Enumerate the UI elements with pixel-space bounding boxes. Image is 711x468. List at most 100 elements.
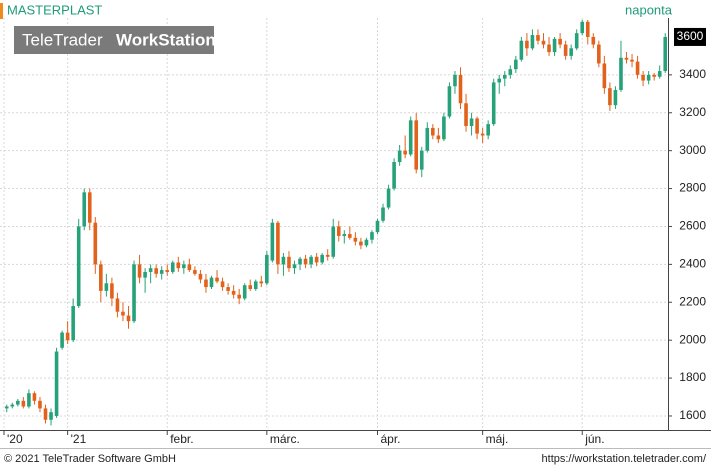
candle-body xyxy=(21,400,26,407)
candle-body xyxy=(375,220,380,233)
candle-body xyxy=(320,254,324,263)
candle-body xyxy=(154,268,158,274)
candle-body xyxy=(469,118,474,127)
candle-body xyxy=(408,120,413,155)
candle-body xyxy=(563,44,568,56)
candle-body xyxy=(265,254,269,284)
candle-body xyxy=(276,222,280,265)
candle-body xyxy=(447,86,452,117)
candle-body xyxy=(309,256,313,265)
candle-body xyxy=(148,268,153,272)
candle-body xyxy=(458,74,463,104)
candle-body xyxy=(574,33,579,49)
candle-body xyxy=(198,273,203,280)
candle-body xyxy=(436,135,441,140)
watermark-brand: TeleTrader xyxy=(22,30,103,49)
candle-body xyxy=(259,281,264,284)
x-tick-label: jún. xyxy=(584,432,604,446)
candle-body xyxy=(613,90,618,106)
candle-body xyxy=(641,74,645,81)
watermark-product: WorkStation xyxy=(116,30,216,49)
candle-body xyxy=(226,287,230,291)
candle-body xyxy=(49,412,53,420)
y-tick-label: 3400 xyxy=(679,67,706,81)
candle-body xyxy=(619,57,623,91)
candle-body xyxy=(491,82,496,125)
candle-body xyxy=(204,279,208,288)
candle-body xyxy=(287,256,291,269)
candle-body xyxy=(541,40,546,45)
candle-body xyxy=(580,21,585,34)
candle-body xyxy=(270,222,275,261)
candle-body xyxy=(281,256,286,265)
candle-body xyxy=(453,74,457,87)
candle-body xyxy=(298,258,302,265)
candle-body xyxy=(480,133,485,136)
x-tick-label: febr. xyxy=(170,432,193,446)
candle-body xyxy=(314,256,319,263)
candle-body xyxy=(442,116,446,140)
candle-body xyxy=(253,281,258,290)
candle-body xyxy=(43,408,48,420)
last-price-box xyxy=(674,27,706,46)
candle-body xyxy=(93,222,98,265)
candle-body xyxy=(497,78,502,83)
candle-body xyxy=(170,262,175,272)
candle-body xyxy=(104,283,109,291)
candle-body xyxy=(348,234,352,238)
candle-body xyxy=(126,315,131,322)
candle-body xyxy=(514,59,518,70)
candle-body xyxy=(187,264,192,271)
x-tick-label: '20 xyxy=(7,432,23,446)
candle-body xyxy=(231,290,236,295)
candle-body xyxy=(525,40,529,49)
candle-body xyxy=(486,124,490,136)
period-label: naponta xyxy=(625,2,673,17)
candle-body xyxy=(364,239,369,246)
candle-body xyxy=(392,162,396,189)
candle-body xyxy=(209,277,214,288)
candle-body xyxy=(159,270,164,274)
candle-body xyxy=(508,69,513,75)
candle-body xyxy=(624,57,629,60)
last-price-label: 3600 xyxy=(677,29,704,43)
candle-body xyxy=(403,150,407,155)
candle-body xyxy=(519,40,524,60)
candle-body xyxy=(646,74,651,81)
candle-body xyxy=(425,127,430,151)
candle-body xyxy=(242,285,247,299)
y-tick-label: 1800 xyxy=(679,370,706,384)
candle-body xyxy=(16,400,20,405)
y-tick-label: 3200 xyxy=(679,105,706,119)
candle-body xyxy=(536,35,540,41)
candle-body xyxy=(60,332,64,348)
x-tick-label: ápr. xyxy=(381,432,401,446)
candle-body xyxy=(353,237,358,242)
candle-body xyxy=(381,207,385,221)
candle-body xyxy=(359,241,363,246)
candle-body xyxy=(414,120,419,170)
candle-body xyxy=(176,262,181,269)
candle-body xyxy=(336,226,341,236)
candle-body xyxy=(182,264,186,269)
candle-body xyxy=(635,61,640,75)
candle-body xyxy=(87,192,92,223)
candle-body xyxy=(215,277,219,282)
candle-body xyxy=(4,406,9,409)
candle-body xyxy=(121,311,125,316)
candle-body xyxy=(193,270,197,274)
candle-body xyxy=(54,351,59,416)
footer-copyright: © 2021 TeleTrader Software GmbH xyxy=(4,453,176,465)
watermark-box xyxy=(14,26,214,54)
candle-body xyxy=(237,294,241,299)
candle-body xyxy=(331,226,336,257)
candle-body xyxy=(115,298,120,312)
candle-body xyxy=(325,254,330,257)
candle-body xyxy=(71,306,75,341)
candle-body xyxy=(143,271,147,278)
candle-body xyxy=(569,48,573,56)
candle-body xyxy=(10,404,15,407)
candle-body xyxy=(110,283,114,299)
y-tick-label: 2000 xyxy=(679,332,706,346)
